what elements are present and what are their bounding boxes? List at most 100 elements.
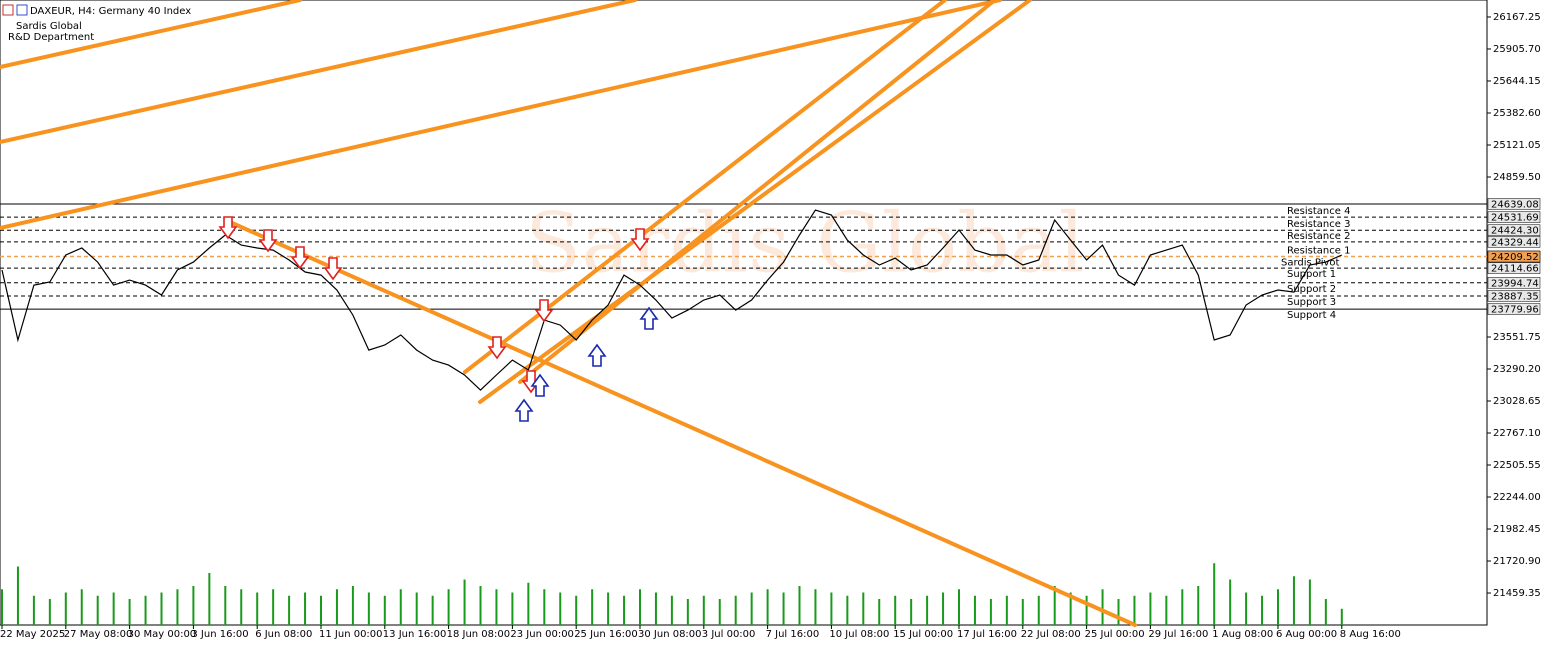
volume-bar [479, 586, 482, 625]
volume-bar [240, 589, 243, 625]
y-tick-label: 25121.05 [1493, 140, 1541, 151]
volume-bar [1101, 589, 1104, 625]
volume-bar [989, 599, 992, 625]
x-tick-label: 8 Aug 16:00 [1340, 629, 1401, 640]
volume-bar [1261, 595, 1264, 625]
y-tick-label: 22767.10 [1493, 428, 1541, 439]
x-tick-label: 25 Jul 00:00 [1085, 629, 1145, 640]
volume-bar [878, 599, 881, 625]
x-tick-label: 6 Aug 00:00 [1276, 629, 1337, 640]
volume-bar [1053, 586, 1056, 625]
volume-bar [686, 599, 689, 625]
volume-bar [734, 595, 737, 625]
level-name: Sardis Pivot [1281, 258, 1340, 269]
level-price: 24329.44 [1491, 237, 1539, 248]
volume-bar [1005, 595, 1008, 625]
volume-bar [591, 589, 594, 625]
volume-bar [958, 589, 960, 625]
volume-bar [447, 589, 450, 625]
y-tick-label: 25905.70 [1493, 44, 1541, 55]
level-price: 23887.35 [1491, 291, 1539, 302]
watermark: Sardis Global [525, 197, 1085, 292]
volume-bar [192, 586, 195, 625]
volume-bar [766, 589, 769, 625]
volume-bar [383, 595, 386, 625]
volume-bar [1149, 592, 1152, 625]
trend-line [0, 0, 1002, 230]
volume-bar [846, 595, 849, 625]
volume-bar [543, 589, 546, 625]
volume-bar [1229, 579, 1232, 625]
volume-bar [623, 595, 626, 625]
y-tick-label: 23028.65 [1493, 396, 1541, 407]
volume-bar [431, 595, 434, 625]
level-price: 23779.96 [1491, 305, 1539, 316]
volume-bar [1133, 595, 1136, 625]
volume-bar [910, 599, 913, 625]
x-tick-label: 29 Jul 16:00 [1148, 629, 1208, 640]
volume-bar [1, 589, 3, 625]
level-name: Resistance 2 [1287, 231, 1350, 242]
volume-bar [670, 595, 673, 625]
volume-bar [176, 589, 179, 625]
x-tick-label: 18 Jun 08:00 [447, 629, 511, 640]
volume-bar [367, 592, 370, 625]
volume-bar [160, 592, 163, 625]
level-name: Resistance 1 [1287, 246, 1350, 257]
x-tick-label: 1 Aug 08:00 [1212, 629, 1273, 640]
x-tick-label: 30 May 00:00 [128, 629, 197, 640]
volume-bar [814, 589, 817, 625]
volume-bar [272, 589, 275, 625]
y-tick-label: 22244.00 [1493, 492, 1541, 503]
x-tick-label: 22 May 2025 [0, 629, 65, 640]
level-price: 24424.30 [1491, 226, 1539, 237]
volume-bar [1277, 589, 1279, 625]
x-tick-label: 13 Jun 16:00 [383, 629, 447, 640]
x-tick-label: 6 Jun 08:00 [255, 629, 312, 640]
level-price: 24209.52 [1491, 252, 1539, 263]
volume-bar [702, 595, 705, 625]
icon [2, 4, 14, 16]
x-tick-label: 27 May 08:00 [64, 629, 133, 640]
level-tag [1487, 290, 1541, 302]
volume-bar [607, 592, 610, 625]
trend-line [0, 0, 302, 69]
volume-bar [128, 599, 131, 625]
volume-bar [718, 599, 721, 625]
volume-bar [926, 595, 929, 625]
volume-bar [288, 595, 291, 625]
volume-bar [1165, 595, 1168, 625]
volume-bar [495, 589, 498, 625]
volume-bar [48, 599, 51, 625]
y-tick-label: 24859.50 [1493, 172, 1541, 183]
volume-bar [463, 579, 466, 625]
volume-bar [399, 589, 402, 625]
level-price: 24114.66 [1491, 264, 1539, 275]
plot-frame [0, 0, 1488, 626]
level-tag [1487, 277, 1541, 289]
level-price: 23994.74 [1491, 278, 1539, 289]
volume-bar [511, 592, 514, 625]
axes: 26167.25 25905.70 25644.15 25382.60 25121.05… [0, 12, 1541, 640]
volume-bar [1340, 608, 1343, 625]
level-tag [1487, 303, 1541, 315]
volume-bar [1021, 599, 1024, 625]
level-name: Support 1 [1287, 269, 1336, 280]
volume-bar [256, 592, 259, 625]
volume-bar [575, 595, 578, 625]
y-tick-label: 23551.75 [1493, 332, 1541, 343]
volume-bar [1037, 595, 1040, 625]
y-tick-label: 25644.15 [1493, 76, 1541, 87]
level-tag [1487, 224, 1541, 236]
volume [1, 563, 1343, 625]
level-tag [1487, 262, 1541, 274]
x-tick-label: 22 Jul 08:00 [1021, 629, 1081, 640]
trend-line [0, 0, 637, 144]
y-tick-label: 22505.55 [1493, 460, 1541, 471]
volume-bar [96, 595, 99, 625]
company: Sardis Global [16, 21, 82, 32]
y-tick-label: 26167.25 [1493, 12, 1541, 23]
volume-bar [1292, 576, 1295, 625]
